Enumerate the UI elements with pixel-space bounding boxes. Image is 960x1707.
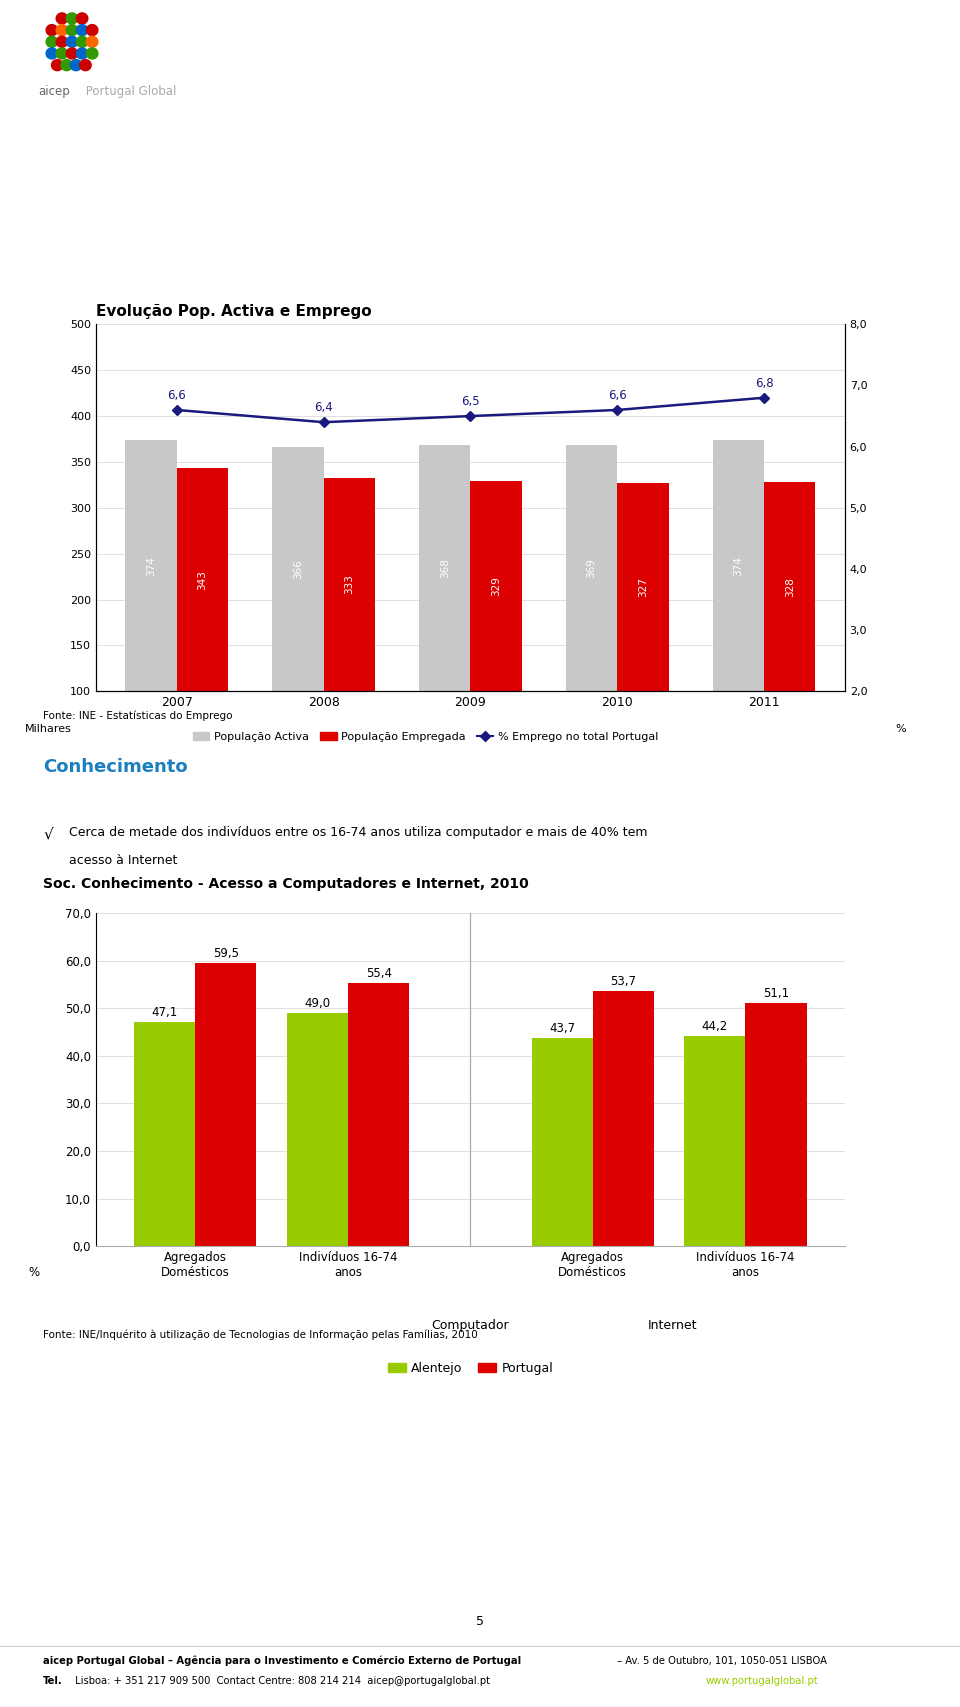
Circle shape (77, 14, 87, 24)
Circle shape (46, 36, 58, 48)
Circle shape (66, 24, 78, 36)
Bar (177, 468, 228, 784)
Bar (592, 990, 654, 1246)
Text: Portugal Global: Portugal Global (82, 85, 176, 99)
Text: 374: 374 (733, 556, 743, 575)
Legend: Alentejo, Portugal: Alentejo, Portugal (383, 1357, 558, 1379)
Text: 55,4: 55,4 (366, 966, 392, 980)
Bar (324, 478, 375, 784)
Bar (470, 481, 522, 784)
Bar (195, 963, 256, 1246)
Circle shape (57, 24, 67, 36)
Text: √: √ (43, 826, 53, 842)
Bar (746, 1004, 806, 1246)
Bar (712, 440, 764, 784)
Circle shape (57, 48, 67, 60)
Text: 327: 327 (637, 577, 648, 597)
Text: 5: 5 (476, 1615, 484, 1628)
Circle shape (77, 48, 87, 60)
Circle shape (86, 48, 98, 60)
Text: Fonte: INE/Inquérito à utilização de Tecnologias de Informação pelas Famílias, 2: Fonte: INE/Inquérito à utilização de Tec… (43, 1330, 478, 1340)
Circle shape (60, 60, 72, 70)
Circle shape (46, 48, 58, 60)
Text: 6,4: 6,4 (314, 401, 333, 415)
Circle shape (86, 24, 98, 36)
Text: 44,2: 44,2 (702, 1021, 728, 1033)
Text: Evolução Pop. Activa e Emprego: Evolução Pop. Activa e Emprego (96, 304, 372, 319)
Circle shape (57, 14, 67, 24)
Circle shape (46, 24, 58, 36)
Bar (134, 1022, 195, 1246)
Bar (684, 1036, 746, 1246)
Text: aicep Portugal Global – Agência para o Investimento e Comércio Externo de Portug: aicep Portugal Global – Agência para o I… (43, 1656, 521, 1666)
Text: 6,6: 6,6 (608, 389, 627, 403)
Text: 368: 368 (440, 558, 449, 579)
Text: %: % (896, 724, 906, 734)
Text: Lisboa: + 351 217 909 500  Contact Centre: 808 214 214  aicep@portugalglobal.pt: Lisboa: + 351 217 909 500 Contact Centre… (72, 1676, 496, 1687)
Text: Conhecimento: Conhecimento (43, 758, 188, 775)
Text: 53,7: 53,7 (611, 975, 636, 988)
Circle shape (66, 48, 78, 60)
Bar (565, 444, 617, 784)
Circle shape (70, 60, 82, 70)
Circle shape (66, 14, 78, 24)
Text: 369: 369 (587, 558, 596, 579)
Circle shape (57, 36, 67, 48)
Text: 43,7: 43,7 (549, 1022, 575, 1036)
Text: Soc. Conhecimento - Acesso a Computadores e Internet, 2010: Soc. Conhecimento - Acesso a Computadore… (43, 877, 529, 891)
Circle shape (80, 60, 91, 70)
Text: 333: 333 (345, 575, 354, 594)
Text: Fonte: INE - Estatísticas do Emprego: Fonte: INE - Estatísticas do Emprego (43, 710, 232, 720)
Text: 6,5: 6,5 (461, 394, 480, 408)
Text: 374: 374 (146, 556, 156, 575)
Text: Milhares: Milhares (25, 724, 72, 734)
Bar (764, 481, 815, 784)
Bar (287, 1014, 348, 1246)
Text: 51,1: 51,1 (763, 987, 789, 1000)
Bar (532, 1038, 592, 1246)
Bar (126, 440, 177, 784)
Text: %: % (29, 1267, 39, 1279)
Text: 49,0: 49,0 (304, 997, 330, 1011)
Text: www.portugalglobal.pt: www.portugalglobal.pt (706, 1676, 818, 1687)
Circle shape (77, 24, 87, 36)
Text: 329: 329 (492, 577, 501, 596)
Text: 47,1: 47,1 (152, 1007, 178, 1019)
Bar (348, 983, 409, 1246)
Text: 328: 328 (784, 577, 795, 597)
Text: 366: 366 (293, 560, 303, 579)
Legend: População Activa, População Empregada, % Emprego no total Portugal: População Activa, População Empregada, %… (188, 727, 662, 746)
Text: Internet: Internet (647, 1320, 697, 1333)
Text: aicep: aicep (38, 85, 70, 99)
Text: acesso à Internet: acesso à Internet (69, 854, 178, 867)
Bar (273, 447, 324, 784)
Circle shape (86, 36, 98, 48)
Text: 6,8: 6,8 (755, 377, 774, 389)
Text: 6,6: 6,6 (167, 389, 186, 403)
Text: – Av. 5 de Outubro, 101, 1050-051 LISBOA: – Av. 5 de Outubro, 101, 1050-051 LISBOA (614, 1656, 828, 1666)
Bar (617, 483, 668, 784)
Text: Tel.: Tel. (43, 1676, 63, 1687)
Text: Cerca de metade dos indivíduos entre os 16-74 anos utiliza computador e mais de : Cerca de metade dos indivíduos entre os … (69, 826, 648, 840)
Text: Computador: Computador (432, 1320, 509, 1333)
Bar (419, 446, 470, 784)
Text: 59,5: 59,5 (213, 947, 239, 961)
Circle shape (52, 60, 63, 70)
Circle shape (66, 36, 78, 48)
Circle shape (77, 36, 87, 48)
Text: 343: 343 (198, 570, 207, 591)
